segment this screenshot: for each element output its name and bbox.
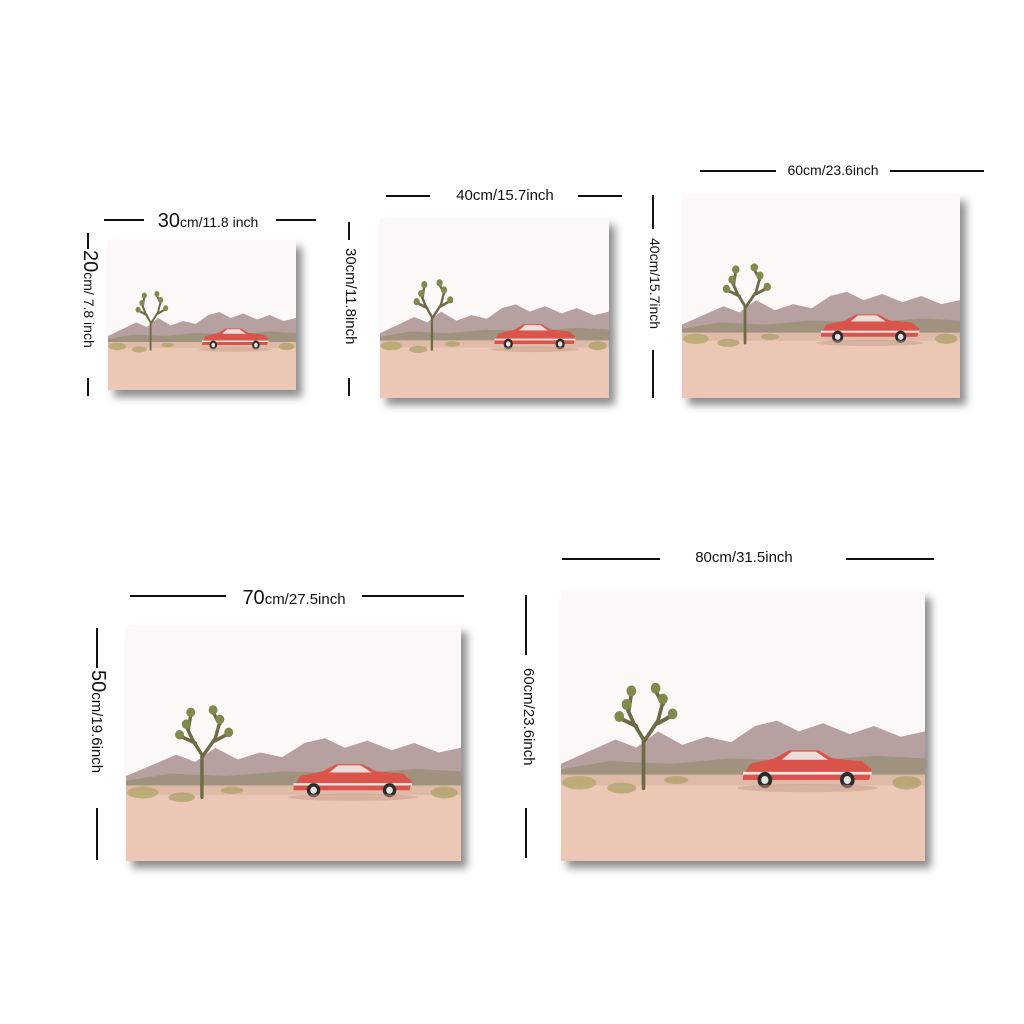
- height-dimension-line: [96, 808, 98, 860]
- height-label-60: 60cm/23.6inch: [520, 668, 537, 766]
- height-dimension-line: [525, 595, 527, 655]
- canvas-60x40: [682, 194, 960, 398]
- width-dimension-line: [700, 170, 776, 172]
- canvas-30x20: [108, 240, 296, 390]
- width-label-40: 40cm/15.7inch: [456, 187, 554, 204]
- height-dimension-line: [348, 378, 350, 396]
- width-unit: cm/27.5inch: [264, 591, 346, 608]
- width-number: 70: [242, 587, 265, 609]
- width-number: 30: [157, 210, 180, 232]
- height-dimension-line: [87, 378, 89, 396]
- width-label-70: 70cm/27.5inch: [242, 588, 345, 608]
- width-label-30: 30cm/11.8 inch: [158, 211, 259, 231]
- height-label-20: 20cm/ 7.8 inch: [79, 250, 101, 348]
- artwork-image: [561, 591, 925, 861]
- width-label-80: 80cm/31.5inch: [695, 549, 793, 566]
- width-dimension-line: [562, 558, 660, 560]
- height-unit: cm/19.6inch: [88, 692, 105, 774]
- height-dimension-line: [525, 808, 527, 858]
- height-dimension-line: [652, 195, 654, 229]
- width-dimension-line: [130, 595, 226, 597]
- height-number: 50: [87, 670, 109, 693]
- artwork-image: [108, 240, 296, 390]
- height-dimension-line: [348, 222, 350, 240]
- canvas-80x60: [561, 591, 925, 861]
- width-dimension-line: [386, 195, 430, 197]
- height-dimension-line: [652, 350, 654, 398]
- artwork-image: [380, 218, 609, 398]
- canvas-70x50: [126, 625, 461, 861]
- height-dimension-line: [96, 628, 98, 668]
- height-label-40: 40cm/15.7inch: [647, 238, 663, 330]
- height-label-50: 50cm/19.6inch: [87, 670, 109, 774]
- width-dimension-line: [276, 219, 316, 221]
- height-number: 20: [79, 250, 101, 273]
- artwork-image: [682, 194, 960, 398]
- width-label-60: 60cm/23.6inch: [787, 162, 879, 178]
- height-label-30: 30cm/11.8inch: [342, 248, 359, 345]
- height-dimension-line: [87, 233, 89, 249]
- width-dimension-line: [846, 558, 934, 560]
- width-dimension-line: [104, 219, 144, 221]
- height-unit: cm/ 7.8 inch: [81, 272, 97, 348]
- artwork-image: [126, 625, 461, 861]
- width-dimension-line: [890, 170, 984, 172]
- width-dimension-line: [578, 195, 622, 197]
- width-unit: cm/11.8 inch: [179, 214, 259, 230]
- width-dimension-line: [362, 595, 464, 597]
- canvas-40x30: [380, 218, 609, 398]
